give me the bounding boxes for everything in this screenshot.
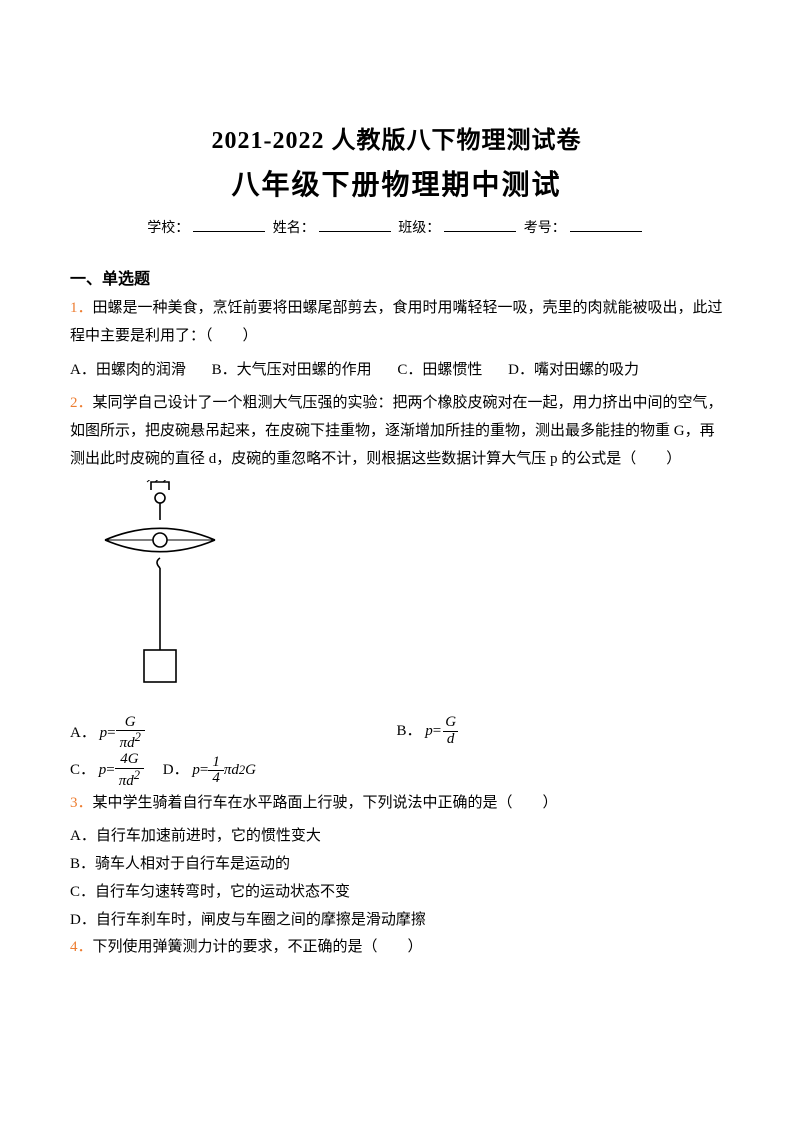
question-text: 下列使用弹簧测力计的要求，不正确的是（ ） [93,939,423,955]
question-text: 田螺是一种美食，烹饪前要将田螺尾部剪去，食用时用嘴轻轻一吸，壳里的肉就能被吸出，… [70,300,723,344]
question-3-options: A．自行车加速前进时，它的惯性变大 B．骑车人相对于自行车是运动的 C．自行车匀… [70,823,723,934]
question-2-options-row1: A． p = G πd2 B． p = G d [70,715,723,753]
den-base: πd [119,773,134,789]
option-d: D．自行车刹车时，闸皮与车圈之间的摩擦是滑动摩擦 [70,907,723,935]
option-b: B．大气压对田螺的作用 [212,357,372,385]
blank-examno[interactable] [570,218,642,232]
formula-var: p [425,715,433,748]
question-3: 3．某中学生骑着自行车在水平路面上行驶，下列说法中正确的是（ ） [70,790,723,818]
option-a: A．田螺肉的润滑 [70,357,186,385]
option-c: C． p = 4G πd2 D． p = 1 4 πd2G [70,752,397,790]
fraction-denominator: d [443,731,459,748]
fraction-denominator: πd2 [115,768,144,790]
formula-var: p [192,754,200,787]
option-label: C． [70,762,95,778]
question-2: 2．某同学自己设计了一个粗测大气压强的实验：把两个橡胶皮碗对在一起，用力挤出中间… [70,390,723,473]
equals-sign: = [200,754,208,787]
den-base: πd [120,735,135,751]
equals-sign: = [106,754,114,787]
option-label: A． [70,725,96,741]
label-examno: 考号： [524,221,566,236]
label-class: 班级： [398,221,440,236]
document-title-main: 2021-2022 人教版八下物理测试卷 [70,120,723,155]
question-number: 2． [70,395,93,411]
option-a: A． p = G πd2 [70,715,397,753]
question-1-options: A．田螺肉的润滑 B．大气压对田螺的作用 C．田螺惯性 D．嘴对田螺的吸力 [70,357,723,385]
fraction-denominator: 4 [208,770,224,787]
blank-name[interactable] [319,218,391,232]
option-b: B． p = G d [397,715,724,753]
option-label: B． [397,723,422,739]
student-info-line: 学校： 姓名： 班级： 考号： [70,217,723,237]
fraction: G d [441,715,460,748]
den-sup: 2 [134,768,140,782]
option-c: C．田螺惯性 [397,357,482,385]
formula-rest-1: πd [224,754,239,787]
equals-sign: = [433,715,441,748]
fraction-numerator: G [121,715,140,731]
question-number: 1． [70,300,93,316]
blank-class[interactable] [444,218,516,232]
question-number: 4． [70,939,93,955]
fraction-denominator: πd2 [116,730,145,752]
question-number: 3． [70,795,93,811]
den-sup: 2 [135,730,141,744]
fraction-numerator: 4G [116,752,142,768]
formula-rest-2: G [245,754,256,787]
equals-sign: = [107,717,115,750]
question-2-options-row2: C． p = 4G πd2 D． p = 1 4 πd2G [70,752,723,790]
label-school: 学校： [147,221,189,236]
document-title-sub: 八年级下册物理期中测试 [70,163,723,203]
option-c: C．自行车匀速转弯时，它的运动状态不变 [70,879,723,907]
blank-school[interactable] [193,218,265,232]
fraction: 1 4 [208,755,224,788]
section-heading: 一、单选题 [70,265,723,289]
question-2-diagram [100,480,723,705]
option-d: D． p = 1 4 πd2G [163,762,256,778]
question-text: 某中学生骑着自行车在水平路面上行驶，下列说法中正确的是（ ） [93,795,558,811]
fraction: 4G πd2 [115,752,144,790]
fraction-numerator: 1 [208,755,224,771]
formula-var: p [99,754,107,787]
option-a: A．自行车加速前进时，它的惯性变大 [70,823,723,851]
option-d: D．嘴对田螺的吸力 [508,357,639,385]
fraction-numerator: G [441,715,460,731]
option-b: B．骑车人相对于自行车是运动的 [70,851,723,879]
label-name: 姓名： [273,221,315,236]
question-1: 1．田螺是一种美食，烹饪前要将田螺尾部剪去，食用时用嘴轻轻一吸，壳里的肉就能被吸… [70,295,723,351]
question-4: 4．下列使用弹簧测力计的要求，不正确的是（ ） [70,934,723,962]
question-text: 某同学自己设计了一个粗测大气压强的实验：把两个橡胶皮碗对在一起，用力挤出中间的空… [70,395,723,467]
fraction: G πd2 [116,715,145,753]
suction-cup-diagram-icon [100,480,220,700]
formula-var: p [100,717,108,750]
option-label: D． [163,762,189,778]
